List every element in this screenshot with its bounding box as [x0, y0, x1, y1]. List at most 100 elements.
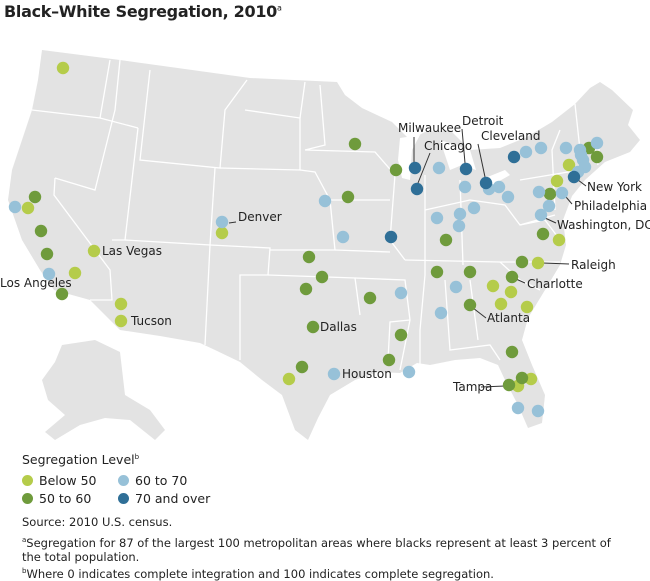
city-marker-50-to-60 — [515, 255, 529, 269]
leader-line — [480, 385, 506, 388]
city-marker-50-to-60 — [315, 270, 329, 284]
city-marker-70-and-over — [410, 182, 424, 196]
city-marker-50-to-60 — [348, 137, 362, 151]
city-marker-below-50 — [215, 226, 229, 240]
state-border — [334, 249, 391, 253]
city-marker-50-to-60 — [302, 250, 316, 264]
city-label: Los Angeles — [0, 276, 72, 290]
city-marker-below-50 — [562, 158, 576, 172]
swatch-icon — [118, 475, 129, 486]
footnote-b: bWhere 0 indicates complete integration … — [22, 566, 494, 581]
city-marker-50-to-60 — [40, 247, 54, 261]
city-marker-60-to-70 — [394, 286, 408, 300]
city-marker-60-to-70 — [215, 215, 229, 229]
state-border — [424, 199, 556, 226]
city-label: Raleigh — [571, 258, 616, 272]
state-border — [519, 219, 561, 241]
state-border — [499, 261, 541, 291]
city-label: Charlotte — [527, 277, 583, 291]
city-marker-50-to-60 — [590, 150, 604, 164]
city-marker-60-to-70 — [8, 200, 22, 214]
city-label: Detroit — [462, 114, 504, 128]
city-marker-below-50 — [114, 314, 128, 328]
city-marker-70-and-over — [479, 176, 493, 190]
city-marker-below-50 — [550, 174, 564, 188]
leader-line — [565, 196, 573, 205]
leader-line — [477, 143, 486, 178]
city-marker-60-to-70 — [531, 404, 545, 418]
city-marker-60-to-70 — [402, 365, 416, 379]
city-label: Washington, DC — [557, 218, 650, 232]
city-marker-below-50 — [282, 372, 296, 386]
city-marker-50-to-60 — [463, 265, 477, 279]
city-marker-60-to-70 — [434, 306, 448, 320]
city-label: New York — [587, 180, 642, 194]
lake-michigan — [398, 135, 420, 180]
city-marker-60-to-70 — [492, 180, 506, 194]
city-marker-60-to-70 — [318, 194, 332, 208]
city-marker-50-to-60 — [34, 224, 48, 238]
legend-item-60-to-70: 60 to 70 — [118, 473, 238, 488]
city-marker-below-50 — [56, 61, 70, 75]
state-border — [99, 59, 111, 119]
swatch-icon — [22, 493, 33, 504]
city-marker-50-to-60 — [502, 378, 516, 392]
city-marker-50-to-60 — [543, 187, 557, 201]
city-marker-50-to-60 — [505, 270, 519, 284]
city-marker-50-to-60 — [363, 291, 377, 305]
city-marker-50-to-60 — [515, 371, 529, 385]
city-marker-60-to-70 — [559, 141, 573, 155]
city-marker-60-to-70 — [590, 136, 604, 150]
legend-title: Segregation Levelb — [22, 452, 140, 467]
city-marker-below-50 — [494, 297, 508, 311]
city-marker-below-50 — [486, 279, 500, 293]
city-marker-60-to-70 — [542, 199, 556, 213]
leader-line — [461, 128, 466, 164]
city-marker-60-to-70 — [555, 186, 569, 200]
state-border — [54, 59, 121, 191]
city-marker-60-to-70 — [327, 367, 341, 381]
city-marker-below-50 — [520, 300, 534, 314]
state-border — [444, 279, 501, 361]
city-marker-below-50 — [114, 297, 128, 311]
city-marker-below-50 — [524, 372, 538, 386]
city-marker-70-and-over — [459, 162, 473, 176]
leader-line — [542, 262, 570, 265]
city-marker-60-to-70 — [532, 185, 546, 199]
city-marker-50-to-60 — [505, 345, 519, 359]
city-marker-60-to-70 — [336, 230, 350, 244]
state-border — [53, 177, 113, 301]
city-marker-50-to-60 — [439, 233, 453, 247]
city-marker-60-to-70 — [534, 141, 548, 155]
alaska — [42, 340, 165, 440]
city-label: Denver — [238, 210, 282, 224]
city-marker-60-to-70 — [519, 145, 533, 159]
state-border — [219, 109, 301, 171]
city-marker-60-to-70 — [453, 207, 467, 221]
source-note: Source: 2010 U.S. census. — [22, 515, 173, 529]
city-marker-50-to-60 — [382, 353, 396, 367]
city-marker-60-to-70 — [430, 211, 444, 225]
state-border — [419, 175, 426, 365]
city-marker-50-to-60 — [299, 282, 313, 296]
land-shapes — [8, 50, 640, 440]
city-marker-50-to-60 — [306, 320, 320, 334]
city-marker-70-and-over — [384, 230, 398, 244]
city-marker-below-50 — [21, 201, 35, 215]
city-label: Philadelphia — [574, 199, 647, 213]
city-marker-50-to-60 — [463, 298, 477, 312]
state-border — [387, 319, 411, 361]
city-marker-60-to-70 — [458, 180, 472, 194]
state-border — [469, 279, 479, 341]
city-markers — [8, 61, 604, 418]
city-marker-below-50 — [531, 256, 545, 270]
city-marker-60-to-70 — [511, 401, 525, 415]
state-border — [304, 84, 326, 151]
city-marker-below-50 — [552, 233, 566, 247]
city-marker-below-50 — [504, 285, 518, 299]
city-label: Houston — [342, 367, 392, 381]
city-label: Chicago — [424, 139, 472, 153]
city-marker-50-to-60 — [28, 190, 42, 204]
